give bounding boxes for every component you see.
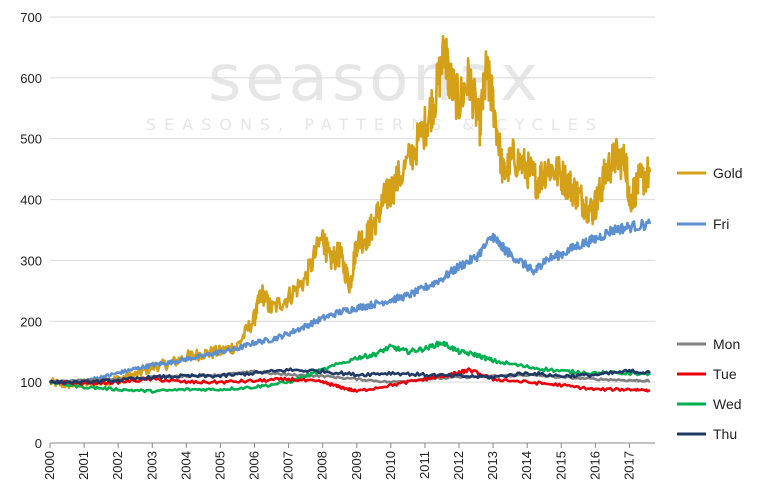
x-tick-label: 2009 bbox=[349, 451, 364, 480]
y-tick-label: 0 bbox=[35, 436, 42, 451]
y-tick-label: 300 bbox=[20, 253, 42, 268]
x-tick-label: 2002 bbox=[110, 451, 125, 480]
y-tick-label: 600 bbox=[20, 71, 42, 86]
series-line-fri bbox=[49, 218, 652, 385]
legend-label-wed: Wed bbox=[713, 396, 742, 412]
legend: Gold Fri Mon Tue Wed Thu bbox=[677, 165, 743, 442]
x-tick-label: 2014 bbox=[519, 451, 534, 480]
x-tick-label: 2010 bbox=[383, 451, 398, 480]
x-tick-label: 2011 bbox=[417, 451, 432, 479]
legend-label-fri: Fri bbox=[713, 216, 729, 232]
x-tick-labels: 2000 2001 2002 2003 2004 2005 2006 2007 2008 2009… bbox=[42, 451, 636, 480]
x-tick-label: 2016 bbox=[587, 451, 602, 480]
y-tick-label: 400 bbox=[20, 193, 42, 208]
x-tick-label: 2004 bbox=[178, 451, 193, 480]
y-tick-label: 500 bbox=[20, 132, 42, 147]
watermark-tagline: SEASONS, PATTERNS & CYCLES bbox=[146, 115, 604, 134]
legend-label-gold: Gold bbox=[713, 165, 743, 181]
legend-label-thu: Thu bbox=[713, 426, 737, 442]
series-lines bbox=[48, 34, 652, 394]
x-tick-label: 2012 bbox=[451, 451, 466, 480]
y-tick-label: 100 bbox=[20, 375, 42, 390]
watermark: seasonax SEASONS, PATTERNS & CYCLES bbox=[146, 42, 604, 134]
x-tick-label: 2000 bbox=[42, 451, 57, 480]
y-tick-label: 700 bbox=[20, 10, 42, 25]
x-tick-label: 2006 bbox=[247, 451, 262, 480]
x-tick-label: 2013 bbox=[485, 451, 500, 480]
legend-label-tue: Tue bbox=[713, 366, 737, 382]
legend-label-mon: Mon bbox=[713, 336, 740, 352]
axes bbox=[49, 442, 655, 448]
x-tick-label: 2007 bbox=[281, 451, 296, 480]
x-tick-label: 2001 bbox=[76, 451, 91, 480]
y-tick-labels: 0 100 200 300 400 500 600 700 bbox=[20, 10, 42, 451]
x-tick-label: 2005 bbox=[212, 451, 227, 480]
series-line-gold bbox=[48, 34, 652, 390]
y-tick-label: 200 bbox=[20, 314, 42, 329]
series-line-thu bbox=[49, 367, 651, 385]
x-tick-label: 2008 bbox=[315, 451, 330, 480]
x-tick-label: 2003 bbox=[144, 451, 159, 480]
x-tick-label: 2017 bbox=[621, 451, 636, 480]
x-tick-label: 2015 bbox=[553, 451, 568, 480]
series-line-wed bbox=[48, 340, 651, 394]
series-line-tue bbox=[49, 367, 651, 393]
